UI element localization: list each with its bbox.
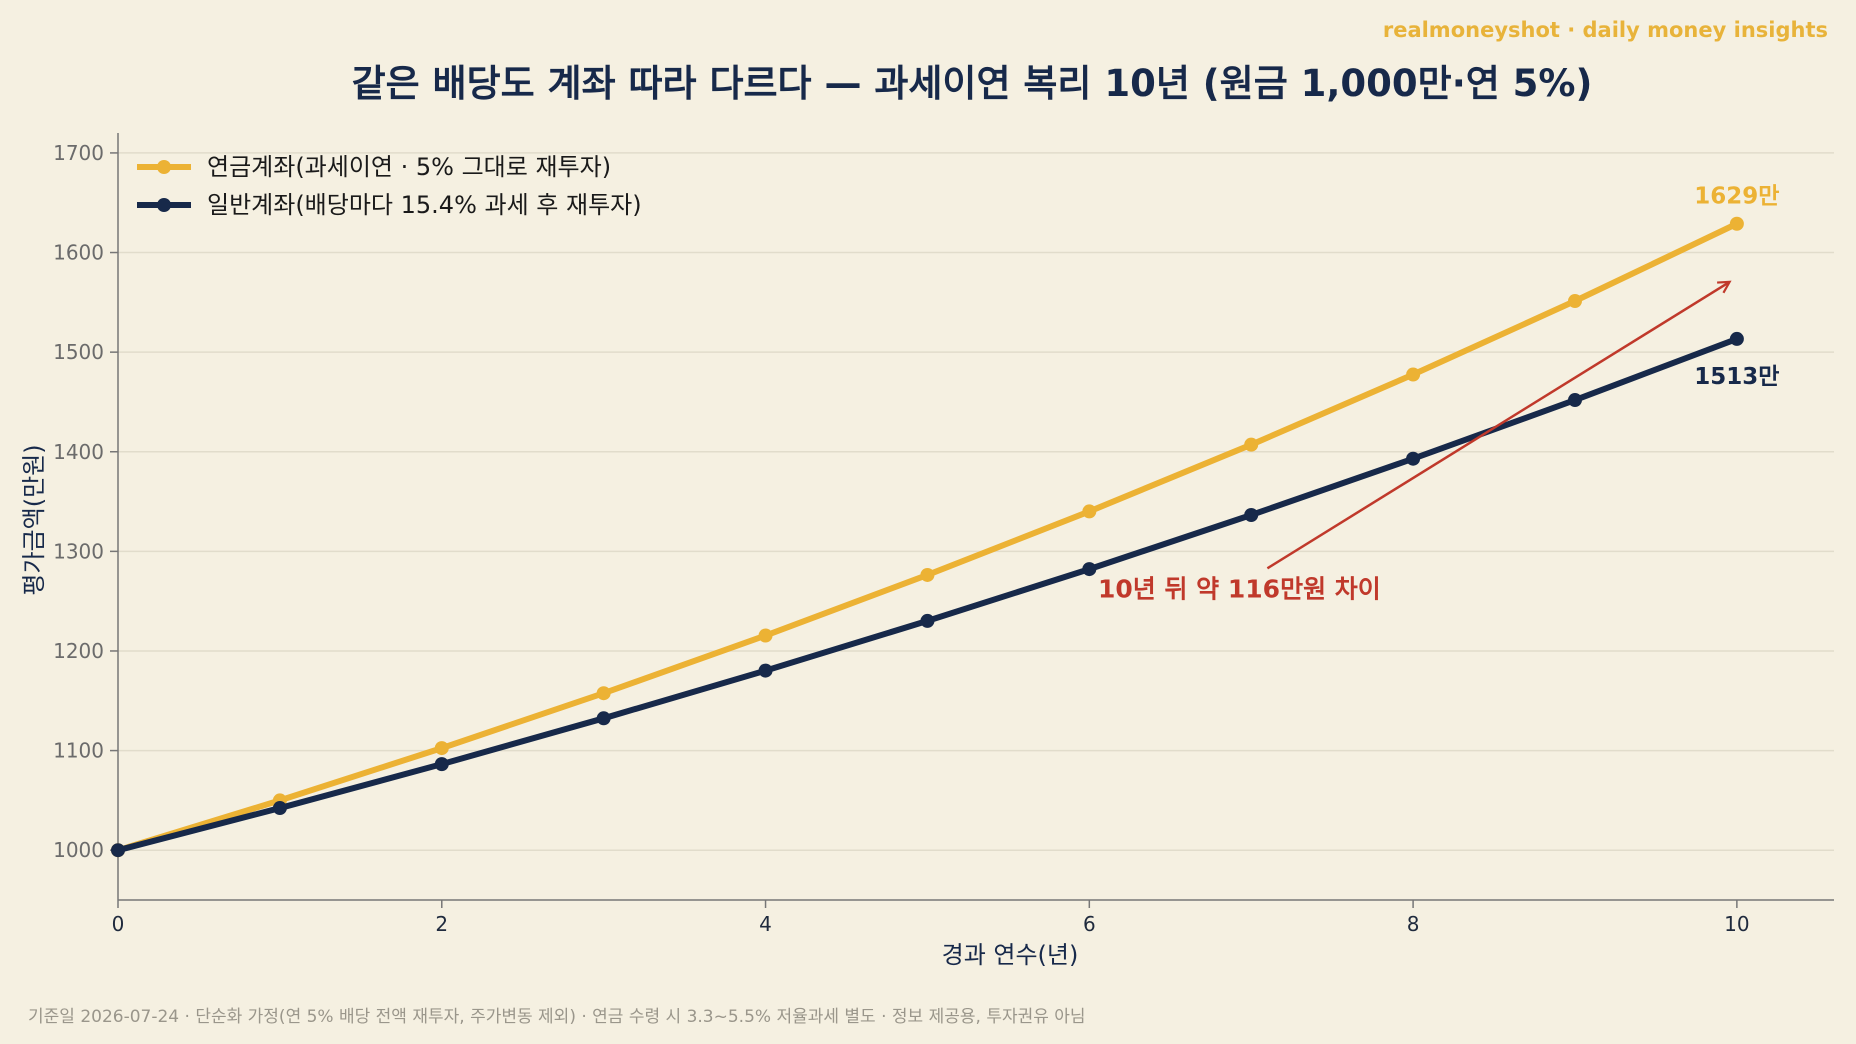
x-tick-label: 8 (1407, 912, 1420, 936)
data-point (434, 757, 449, 772)
x-tick-label: 2 (435, 912, 448, 936)
y-tick-labels: 1000 1100 1200 1300 1400 1500 1600 1700 (53, 141, 118, 862)
series-line-0 (115, 220, 1740, 854)
data-point (111, 843, 125, 858)
chart-title: 같은 배당도 계좌 따라 다르다 — 과세이연 복리 10년 (원금 1,000… (352, 62, 1593, 105)
grid-lines (118, 152, 1834, 851)
legend-label-general: 일반계좌(배당마다 15.4% 과세 후 재투자) (207, 191, 642, 219)
data-point (1729, 331, 1744, 346)
data-point (1729, 216, 1744, 231)
data-point (596, 686, 611, 701)
x-tick-label: 6 (1083, 912, 1096, 936)
data-point (1567, 393, 1582, 408)
data-point (1244, 437, 1259, 452)
legend-marker-general (157, 198, 171, 212)
data-point (596, 711, 611, 726)
annotation-arrow (1266, 282, 1728, 570)
end-value-label: 1629만 (1694, 184, 1779, 210)
data-point (1244, 508, 1259, 523)
legend: 연금계좌(과세이연 · 5% 그대로 재투자) 일반계좌(배당마다 15.4% … (137, 153, 642, 219)
y-tick-label: 1300 (53, 539, 104, 563)
data-point (758, 663, 773, 678)
data-point (1567, 294, 1582, 309)
y-tick-label: 1400 (53, 440, 104, 464)
legend-label-pension: 연금계좌(과세이연 · 5% 그대로 재투자) (207, 153, 611, 181)
x-tick-labels: 0 2 4 6 8 10 (112, 900, 1750, 936)
legend-marker-pension (157, 160, 171, 174)
x-tick-label: 10 (1724, 912, 1749, 936)
data-point (1082, 562, 1097, 577)
data-point (1406, 367, 1421, 382)
y-tick-label: 1600 (53, 241, 104, 265)
annotation-text: 10년 뒤 약 116만원 차이 (1098, 574, 1381, 603)
x-tick-label: 4 (759, 912, 772, 936)
y-tick-label: 1000 (53, 838, 104, 862)
axes (117, 133, 1834, 901)
data-point (1082, 504, 1097, 519)
y-tick-label: 1500 (53, 340, 104, 364)
data-point (434, 741, 449, 756)
data-point (920, 613, 935, 628)
x-axis-label: 경과 연수(년) (942, 941, 1079, 969)
end-value-label: 1513만 (1694, 364, 1779, 390)
x-tick-label: 0 (112, 912, 125, 936)
footnote: 기준일 2026-07-24 · 단순화 가정(연 5% 배당 전액 재투자, … (28, 1007, 1086, 1027)
series-0: 1629만 (111, 184, 1779, 858)
data-point (758, 628, 773, 643)
series-1: 1513만 (111, 331, 1779, 858)
y-axis-label: 평가금액(만원) (20, 444, 48, 595)
y-tick-label: 1100 (53, 739, 104, 763)
data-point (920, 567, 935, 582)
y-tick-label: 1200 (53, 639, 104, 663)
data-point (272, 801, 287, 816)
data-point (1406, 451, 1421, 466)
y-tick-label: 1700 (53, 141, 104, 165)
brand-label: realmoneyshot · daily money insights (1383, 18, 1828, 42)
series-layer: 1629만 1513만 (111, 184, 1779, 858)
